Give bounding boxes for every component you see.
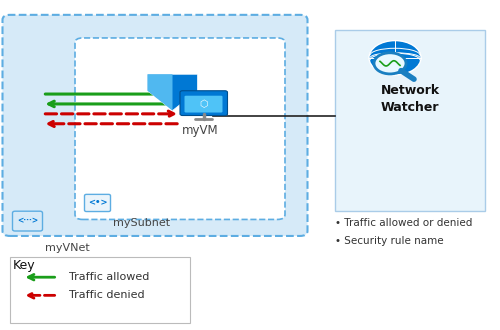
- Text: • Traffic allowed or denied: • Traffic allowed or denied: [335, 218, 472, 228]
- PathPatch shape: [148, 74, 198, 111]
- Text: Key: Key: [12, 259, 35, 272]
- FancyBboxPatch shape: [184, 96, 222, 113]
- Text: <···>: <···>: [17, 216, 38, 226]
- Text: ⬡: ⬡: [199, 99, 208, 109]
- FancyBboxPatch shape: [12, 211, 42, 231]
- Text: mySubnet: mySubnet: [112, 218, 170, 228]
- FancyBboxPatch shape: [84, 194, 110, 212]
- Text: Traffic denied: Traffic denied: [62, 290, 145, 300]
- Bar: [335, 30, 485, 211]
- Text: • Security rule name: • Security rule name: [335, 236, 444, 246]
- Text: myVNet: myVNet: [45, 243, 90, 252]
- PathPatch shape: [148, 74, 172, 111]
- Circle shape: [374, 53, 406, 74]
- Text: Traffic allowed: Traffic allowed: [62, 272, 150, 282]
- Bar: [10, 257, 190, 323]
- FancyBboxPatch shape: [75, 38, 285, 219]
- Text: myVM: myVM: [182, 124, 218, 137]
- FancyBboxPatch shape: [180, 91, 228, 116]
- Text: Network
Watcher: Network Watcher: [380, 84, 440, 114]
- Text: <•>: <•>: [88, 198, 107, 208]
- Circle shape: [369, 41, 421, 75]
- FancyBboxPatch shape: [2, 15, 308, 236]
